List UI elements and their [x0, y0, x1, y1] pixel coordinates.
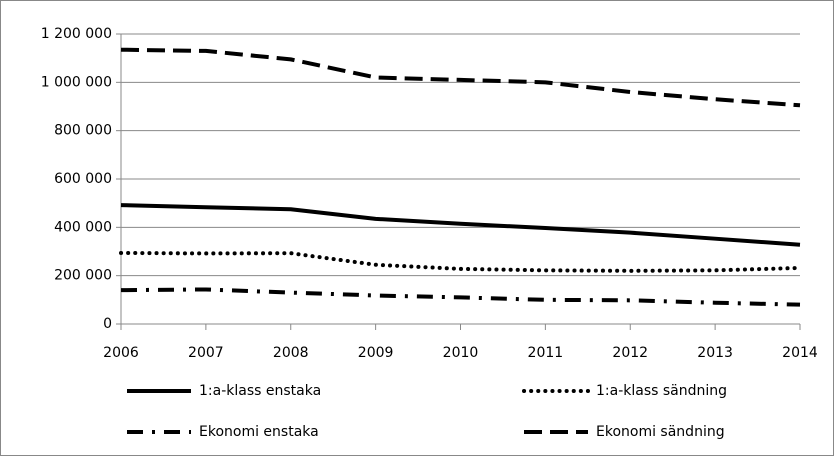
x-tick-label: 2010 [443, 345, 479, 361]
legend-label: 1:a-klass enstaka [199, 383, 321, 399]
y-tick-label: 600 000 [54, 171, 112, 187]
series-line [120, 287, 801, 307]
x-tick-label: 2011 [528, 345, 564, 361]
x-tick-label: 2006 [103, 345, 139, 361]
legend-label: 1:a-klass sändning [596, 383, 727, 399]
x-tick-label: 2013 [697, 345, 733, 361]
x-tick-label: 2012 [612, 345, 648, 361]
y-tick-label: 0 [103, 316, 112, 332]
series-line [119, 250, 802, 273]
y-tick-label: 800 000 [54, 123, 112, 139]
x-tick-label: 2008 [273, 345, 309, 361]
legend-label: Ekonomi enstaka [199, 424, 319, 440]
x-tick-label: 2014 [782, 345, 818, 361]
x-tick-label: 2009 [358, 345, 394, 361]
y-tick-label: 1 000 000 [41, 74, 112, 90]
x-tick-label: 2007 [188, 345, 224, 361]
y-tick-label: 400 000 [54, 219, 112, 235]
y-tick-label: 200 000 [54, 268, 112, 284]
series-line [120, 47, 801, 108]
series-line [120, 203, 801, 247]
y-tick-label: 1 200 000 [41, 26, 112, 42]
legend-label: Ekonomi sändning [596, 424, 725, 440]
